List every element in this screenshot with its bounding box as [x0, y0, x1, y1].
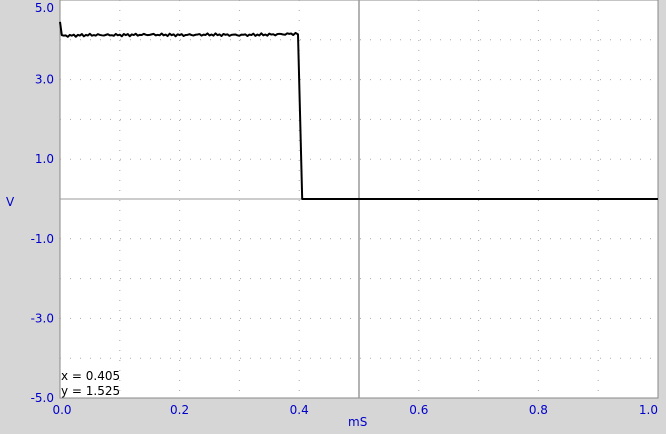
x-tick-label: 0.0: [52, 403, 71, 417]
y-tick-label: 1.0: [35, 152, 54, 166]
x-axis-label: mS: [348, 415, 367, 429]
cursor-y-readout: y = 1.525: [61, 384, 120, 398]
cursor-x-readout: x = 0.405: [61, 369, 120, 383]
x-tick-label: 0.6: [409, 403, 428, 417]
y-tick-label: -3.0: [31, 311, 54, 325]
y-tick-label: 5.0: [35, 1, 54, 15]
x-tick-label: 0.4: [290, 403, 309, 417]
x-tick-label: 0.8: [529, 403, 548, 417]
y-tick-labels: 5.0 3.0 1.0 -1.0 -3.0 -5.0: [31, 1, 54, 405]
x-tick-label: 1.0: [639, 403, 658, 417]
y-tick-label: -5.0: [31, 391, 54, 405]
y-tick-label: -1.0: [31, 232, 54, 246]
series-trace: [59, 21, 658, 200]
x-tick-labels: 0.0 0.2 0.4 0.6 0.8 1.0: [52, 403, 658, 417]
y-axis-label: V: [6, 195, 15, 209]
x-tick-label: 0.2: [170, 403, 189, 417]
y-tick-label: 3.0: [35, 73, 54, 87]
